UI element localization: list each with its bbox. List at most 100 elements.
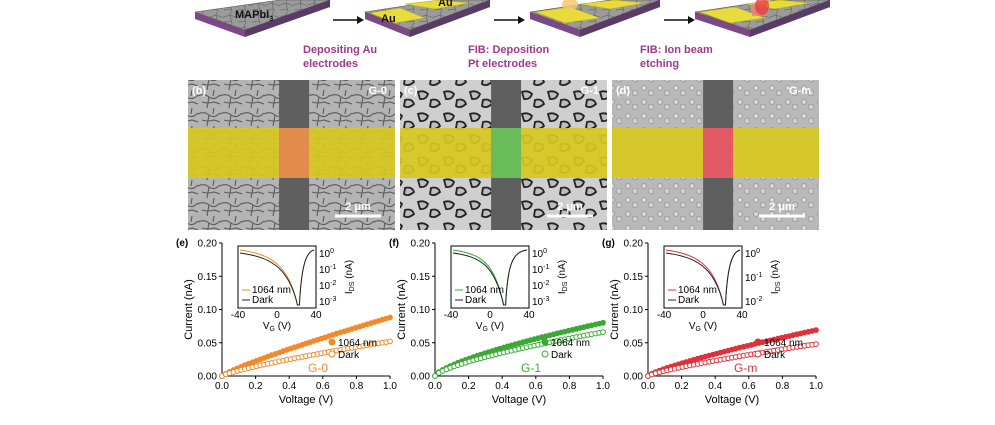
x-tick-label: 0.8 xyxy=(775,381,789,392)
x-tick-label: 0.8 xyxy=(349,381,363,392)
schematic-step-2: Au Au xyxy=(363,0,491,37)
inset-x-tick-label: 40 xyxy=(310,310,322,321)
inset-legend-entry: 1064 nm xyxy=(252,285,291,296)
y-tick-label: 0.10 xyxy=(624,305,644,316)
legend-entry: Dark xyxy=(338,350,360,361)
step-3-line-2: etching xyxy=(640,58,679,70)
schematic-step-3 xyxy=(529,0,661,37)
inset-x-axis-title: VG (V) xyxy=(689,321,717,333)
left-electrode xyxy=(400,128,492,178)
y-axis-title: Current (nA) xyxy=(183,279,195,340)
inset-y-tick-label: 10-2 xyxy=(532,280,549,292)
x-axis-title: Voltage (V) xyxy=(492,394,546,406)
step-1-line-2: electrodes xyxy=(303,58,358,70)
sem-panel-g-0: (b) G-0 2 μm xyxy=(188,80,395,230)
x-axis-title: Voltage (V) xyxy=(279,394,333,406)
x-tick-label: 0.8 xyxy=(562,381,576,392)
material-label: MAPbI3 xyxy=(235,9,273,23)
left-electrode xyxy=(612,128,704,178)
inset-y-axis-title: IDS (nA) xyxy=(557,260,569,294)
sample-name: G-m xyxy=(734,361,757,375)
inset-y-tick-label: 100 xyxy=(745,248,760,260)
y-tick-label: 0.00 xyxy=(624,372,644,383)
scale-bar-label: 2 μm xyxy=(345,201,371,213)
y-tick-label: 0.00 xyxy=(198,372,218,383)
sem-panel-g-1: (c) G-1 2 μm xyxy=(400,80,607,230)
x-tick-label: 0.0 xyxy=(215,381,229,392)
x-tick-label: 1.0 xyxy=(809,381,823,392)
series-dark xyxy=(645,341,819,379)
arrow-1 xyxy=(333,16,364,24)
channel-region xyxy=(703,128,734,178)
inset-curve-dark xyxy=(452,249,528,306)
schematic-step-1: MAPbI3 xyxy=(194,0,331,37)
inset-x-axis-title: VG (V) xyxy=(476,321,504,333)
inset-y-tick-label: 10-3 xyxy=(319,296,336,308)
au-label-2: Au xyxy=(438,0,453,9)
data-point xyxy=(387,338,393,345)
sem-images: (b) G-0 2 μm (c) G-1 2 μm (d) G-m 2 μm xyxy=(188,80,819,230)
legend-entry: 1064 nm xyxy=(338,338,377,349)
inset-x-tick-label: 40 xyxy=(736,310,748,321)
inset-x-tick-label: -40 xyxy=(231,310,246,321)
x-tick-label: 0.0 xyxy=(428,381,442,392)
legend-marker xyxy=(754,350,762,358)
sem-panel-g-m: (d) G-m 2 μm xyxy=(612,80,819,230)
y-tick-label: 0.20 xyxy=(411,239,431,250)
sem-sample-name: G-m xyxy=(789,85,811,97)
data-point xyxy=(432,373,438,379)
series-dark xyxy=(432,329,606,379)
y-tick-label: 0.10 xyxy=(411,305,431,316)
legend-marker xyxy=(328,338,336,346)
inset-frame xyxy=(237,245,317,309)
inset-frame xyxy=(663,245,743,309)
legend-marker xyxy=(541,350,549,358)
inset-x-tick-label: 0 xyxy=(487,310,493,321)
scale-bar-label: 2 μm xyxy=(557,201,583,213)
inset-legend-entry: Dark xyxy=(252,295,274,306)
sem-sample-name: G-0 xyxy=(369,85,387,97)
inset-curve-dark xyxy=(665,249,741,306)
step-1-line-1: Depositing Au xyxy=(303,44,377,56)
right-electrode xyxy=(309,128,395,178)
legend-entry: Dark xyxy=(764,350,786,361)
inset-x-tick-label: -40 xyxy=(657,310,672,321)
y-tick-label: 0.10 xyxy=(198,305,218,316)
schematic-step-4 xyxy=(694,0,831,37)
x-tick-label: 0.0 xyxy=(641,381,655,392)
x-tick-label: 0.4 xyxy=(495,381,509,392)
inset-legend-entry: 1064 nm xyxy=(678,285,717,296)
x-tick-label: 0.2 xyxy=(675,381,689,392)
data-point xyxy=(387,314,393,321)
process-schematic: MAPbI3 Au Au xyxy=(194,0,831,70)
y-tick-label: 0.15 xyxy=(198,272,218,283)
inset-transfer-curve: -40 0 40 VG (V) 100 10-1 10-2 10-3 IDS (nA) 1064 … xyxy=(231,245,356,333)
iv-chart-g-m: 0.0 0.2 0.4 0.6 0.8 1.0 0.00 0.05 0.10 0.15 0.20 Vo… xyxy=(602,238,823,406)
step-2-line-1: FIB: Deposition xyxy=(468,44,550,56)
sem-panel-label: (c) xyxy=(404,85,418,97)
inset-y-tick-label: 100 xyxy=(319,248,334,260)
inset-legend-entry: Dark xyxy=(678,295,700,306)
inset-y-tick-label: 10-2 xyxy=(745,296,762,308)
inset-x-axis-title: VG (V) xyxy=(263,321,291,333)
inset-x-tick-label: -40 xyxy=(444,310,459,321)
y-tick-label: 0.20 xyxy=(624,239,644,250)
y-tick-label: 0.20 xyxy=(198,239,218,250)
sem-panel-label: (d) xyxy=(616,85,630,97)
x-tick-label: 0.6 xyxy=(529,381,543,392)
x-tick-label: 0.2 xyxy=(462,381,476,392)
arrow-2 xyxy=(494,16,525,24)
chart-panel-label: (g) xyxy=(602,238,615,249)
inset-y-tick-label: 100 xyxy=(532,248,547,260)
y-axis-title: Current (nA) xyxy=(609,279,621,340)
inset-y-axis-title: IDS (nA) xyxy=(344,260,356,294)
chart-panel-label: (e) xyxy=(176,238,188,249)
x-axis-title: Voltage (V) xyxy=(705,394,759,406)
inset-x-tick-label: 0 xyxy=(274,310,280,321)
chart-panel-label: (f) xyxy=(389,238,399,249)
y-tick-label: 0.15 xyxy=(411,272,431,283)
data-point xyxy=(600,329,606,336)
legend-entry: 1064 nm xyxy=(764,338,803,349)
sem-panel-label: (b) xyxy=(192,85,206,97)
